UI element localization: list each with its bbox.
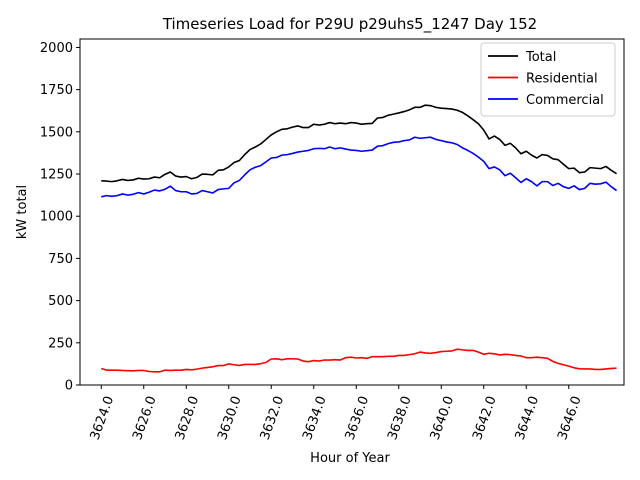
chart-title: Timeseries Load for P29U p29uhs5_1247 Da… [162, 15, 537, 34]
y-axis-label: kW total [15, 185, 30, 239]
y-tick-label: 1500 [40, 125, 73, 140]
y-tick-label: 500 [48, 294, 73, 309]
x-axis-label: Hour of Year [310, 451, 390, 466]
y-tick-label: 1250 [40, 168, 73, 183]
y-tick-label: 1000 [40, 210, 73, 225]
y-tick-label: 250 [48, 336, 73, 351]
legend-box [480, 42, 616, 117]
legend-label-residential: Residential [526, 72, 598, 87]
legend: Total Residential Commercial [480, 42, 616, 117]
y-tick-label: 0 [65, 379, 73, 394]
y-tick-label: 1750 [40, 83, 73, 98]
series-line-commercial [101, 136, 618, 198]
series-line-residential [101, 348, 617, 373]
legend-label-total: Total [525, 50, 556, 65]
y-tick-label: 750 [48, 252, 73, 267]
y-tick-label: 2000 [40, 41, 73, 56]
series-layer [101, 104, 618, 373]
plot-frame [79, 38, 625, 386]
y-axis: 0 250 500 750 1000 1250 1500 1750 2000 [40, 41, 80, 394]
legend-label-commercial: Commercial [526, 93, 604, 108]
series-line-total [101, 104, 617, 183]
